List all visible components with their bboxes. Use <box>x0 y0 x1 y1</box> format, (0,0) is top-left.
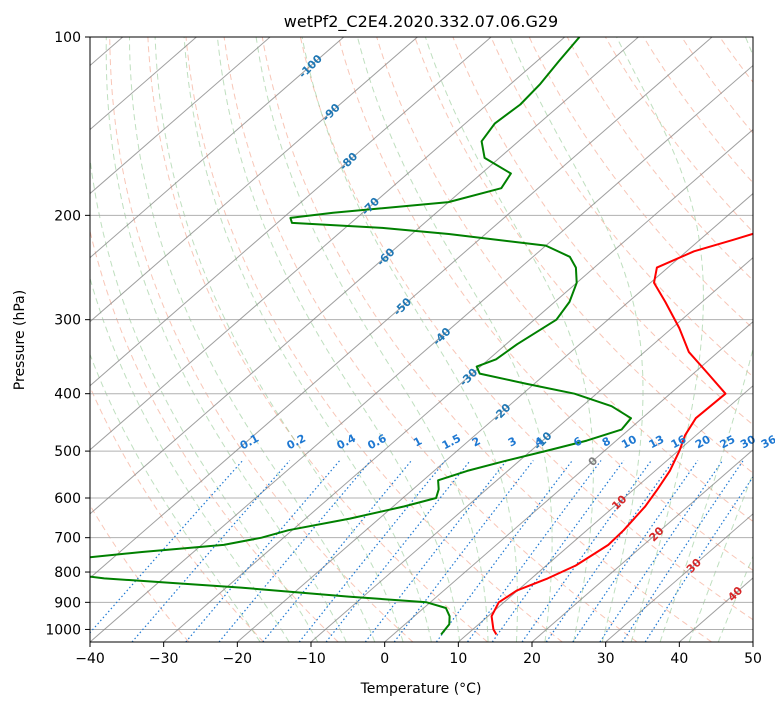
isotherm-line <box>752 641 753 642</box>
x-tick-label: −20 <box>223 651 253 667</box>
x-tick-label: 30 <box>597 651 615 667</box>
moist-adiabat-line <box>255 37 489 642</box>
mixing-ratio-line <box>298 460 446 642</box>
dry-adiabat-line <box>528 37 753 330</box>
mixing-ratio-line <box>599 460 724 642</box>
x-axis-label: Temperature (°C) <box>360 681 482 697</box>
mixing-ratio-label: 13 <box>647 433 667 452</box>
isotherm-line <box>458 385 753 642</box>
mixing-ratio-line <box>435 460 573 642</box>
isotherm-line <box>90 37 345 259</box>
dry-adiabat-line <box>90 385 264 642</box>
x-tick-label: −30 <box>149 651 179 667</box>
plot-frame <box>89 36 754 643</box>
mixing-ratio-line <box>572 460 699 642</box>
dry-adiabat-line <box>338 37 753 571</box>
mixing-ratio-line <box>521 460 652 642</box>
mixing-ratio-line <box>545 460 674 642</box>
chart-title: wetPf2_C2E4.2020.332.07.06.G29 <box>284 12 558 32</box>
grid-layer <box>90 37 775 642</box>
mixing-ratio-label: 16 <box>669 432 689 451</box>
moist-adiabat-line <box>509 37 644 642</box>
mixing-ratio-line <box>131 460 291 642</box>
moist-adiabat-line <box>616 37 704 642</box>
dry-adiabat-line <box>566 37 753 281</box>
y-tick-label: 500 <box>54 444 81 460</box>
moist-adiabat-line <box>216 37 461 642</box>
isotherm-line <box>310 256 753 642</box>
dry-adiabat-line <box>261 37 712 642</box>
dry-adiabat-line <box>299 37 753 621</box>
y-tick-label: 800 <box>54 565 81 581</box>
mixing-ratio-line <box>262 460 412 642</box>
x-tick-label: 20 <box>523 651 541 667</box>
x-tick-label: 0 <box>380 651 389 667</box>
mixing-ratio-label: 10 <box>619 433 639 452</box>
moist-adiabat-line <box>129 37 376 642</box>
isotherm-line <box>90 37 418 323</box>
isotherm-line <box>163 128 753 642</box>
moist-adiabat-line <box>357 37 553 642</box>
x-tick-label: 10 <box>449 651 467 667</box>
isotherm-line <box>237 192 753 642</box>
moist-adiabat-line <box>717 555 753 642</box>
y-tick-label: 900 <box>54 595 81 611</box>
moist-adiabat-line <box>659 37 753 642</box>
isotherm-line <box>90 37 566 451</box>
y-tick-label: 300 <box>54 313 81 329</box>
moist-adiabat-line <box>90 155 319 642</box>
temperature-profile-line <box>490 232 753 636</box>
dry-adiabat-line <box>604 37 753 233</box>
mixing-ratio-label: 36 <box>759 433 775 452</box>
mixing-ratio-line <box>644 475 753 642</box>
dry-adiabat-line <box>376 37 753 523</box>
dry-adiabat-line <box>490 37 753 378</box>
moist-adiabat-line <box>301 37 518 642</box>
isotherm-line <box>605 513 753 642</box>
y-tick-label: 600 <box>54 491 81 507</box>
x-tick-label: 50 <box>744 651 762 667</box>
isotherm-line <box>90 37 713 579</box>
x-tick-label: 40 <box>670 651 688 667</box>
plot-background <box>90 37 753 642</box>
y-tick-label: 200 <box>54 208 81 224</box>
mixing-ratio-line <box>467 460 602 642</box>
moist-adiabat-line <box>90 353 261 642</box>
isotherm-line <box>90 37 492 387</box>
moist-adiabat-line <box>105 37 347 642</box>
isotherm-line <box>384 321 753 642</box>
mixing-ratio-line <box>325 460 471 642</box>
moist-adiabat-line <box>90 276 290 642</box>
dry-adiabat-line <box>185 37 563 642</box>
x-tick-label: −10 <box>296 651 326 667</box>
series-layer <box>90 37 753 636</box>
dry-adiabat-line <box>147 37 488 642</box>
y-tick-label: 400 <box>54 387 81 403</box>
dry-adiabat-line <box>109 37 414 642</box>
dry-adiabat-line <box>758 37 775 642</box>
isotherm-line <box>90 64 753 642</box>
mixing-ratio-line <box>621 460 744 642</box>
mixing-ratio-label: 25 <box>718 433 738 452</box>
mixing-ratio-line <box>491 460 625 642</box>
moist-adiabat-line <box>183 37 432 642</box>
dry-adiabat-line <box>90 228 339 642</box>
moist-adiabat-line <box>688 472 753 642</box>
isotherm-line <box>531 449 753 642</box>
mixing-ratio-line <box>218 460 372 642</box>
dewpoint-profile-line <box>90 37 632 636</box>
dry-adiabat-line <box>223 37 638 642</box>
tick-layer: −40 −30 −20 −10 0 10 20 30 40 50 100 200 300 400 500 60… <box>45 30 762 667</box>
mixing-ratio-label: 20 <box>693 433 713 452</box>
x-tick-label: −40 <box>75 651 105 667</box>
y-axis-label: Pressure (hPa) <box>12 290 28 390</box>
y-tick-label: 700 <box>54 531 81 547</box>
y-tick-label: 1000 <box>45 622 81 638</box>
isotherm-line <box>90 37 271 195</box>
y-tick-label: 100 <box>54 30 81 46</box>
isotherm-line <box>90 37 639 515</box>
